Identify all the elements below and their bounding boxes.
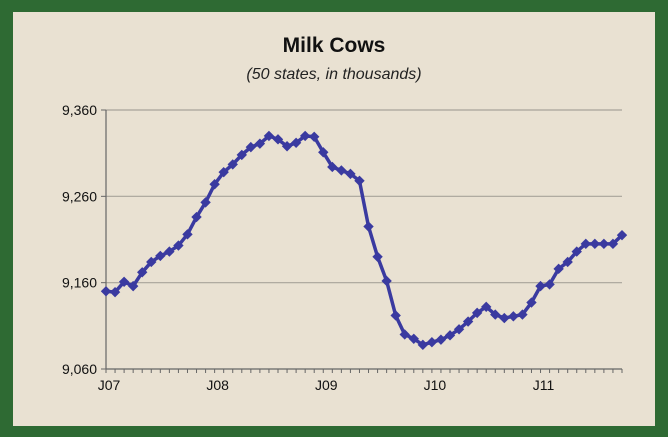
data-point bbox=[490, 309, 501, 320]
data-point bbox=[137, 267, 148, 278]
data-point bbox=[462, 316, 474, 327]
chart-subtitle: (50 states, in thousands) bbox=[246, 66, 422, 83]
y-tick-label: 9,160 bbox=[62, 275, 97, 291]
data-point bbox=[589, 238, 601, 250]
data-point bbox=[191, 211, 202, 223]
data-point bbox=[127, 280, 139, 292]
chart-panel: Milk Cows (50 states, in thousands) 9,06… bbox=[13, 12, 655, 426]
data-point bbox=[118, 276, 130, 288]
x-tick-label: J07 bbox=[98, 377, 121, 393]
y-tick-label: 9,360 bbox=[62, 102, 97, 118]
data-point bbox=[544, 279, 555, 290]
data-point bbox=[209, 179, 220, 190]
data-point bbox=[245, 141, 257, 153]
data-point bbox=[453, 324, 465, 335]
data-point bbox=[227, 159, 238, 170]
x-tick-label: J08 bbox=[206, 377, 229, 393]
data-point bbox=[200, 197, 211, 208]
data-point bbox=[318, 147, 329, 158]
data-point bbox=[109, 286, 121, 298]
data-point bbox=[562, 256, 573, 268]
data-point bbox=[481, 301, 492, 313]
data-point bbox=[218, 166, 229, 178]
data-point bbox=[499, 312, 510, 324]
data-point bbox=[155, 250, 166, 262]
data-point bbox=[164, 246, 175, 257]
data-point bbox=[100, 286, 112, 297]
data-point bbox=[553, 263, 564, 275]
chart-title: Milk Cows bbox=[282, 34, 386, 57]
data-point bbox=[381, 275, 392, 287]
data-point bbox=[345, 168, 356, 180]
data-point bbox=[354, 175, 365, 186]
data-point bbox=[517, 309, 528, 320]
data-point bbox=[236, 149, 247, 161]
data-point bbox=[309, 131, 320, 142]
data-point bbox=[281, 141, 293, 152]
x-tick-label: J10 bbox=[424, 377, 447, 393]
data-point bbox=[535, 280, 546, 292]
data-point bbox=[408, 333, 419, 344]
data-point bbox=[299, 130, 311, 142]
data-point bbox=[327, 161, 338, 173]
data-point bbox=[616, 229, 628, 241]
series-line bbox=[105, 134, 624, 347]
data-point bbox=[363, 221, 374, 232]
data-point bbox=[607, 238, 619, 250]
y-tick-label: 9,060 bbox=[62, 361, 97, 377]
data-point bbox=[571, 246, 582, 257]
data-point bbox=[471, 307, 483, 319]
data-point bbox=[417, 339, 429, 351]
data-point bbox=[173, 240, 184, 251]
data-point bbox=[146, 256, 157, 268]
x-tick-label: J11 bbox=[533, 377, 555, 393]
data-point bbox=[399, 329, 410, 340]
data-point bbox=[290, 137, 302, 149]
data-point bbox=[508, 311, 519, 322]
x-tick-label: J09 bbox=[315, 377, 338, 393]
data-point bbox=[182, 229, 193, 240]
data-point bbox=[263, 130, 275, 142]
y-tick-label: 9,260 bbox=[62, 188, 97, 204]
line-chart: 9,060 9,160 9,260 9,360 J07 J08 J09 J10 J11 bbox=[62, 102, 628, 393]
data-point bbox=[372, 251, 383, 262]
data-point bbox=[435, 334, 447, 345]
data-point bbox=[254, 138, 266, 149]
data-point bbox=[598, 238, 610, 250]
data-point bbox=[526, 297, 537, 308]
data-point bbox=[336, 165, 347, 176]
data-point bbox=[444, 330, 456, 341]
data-point bbox=[390, 310, 401, 321]
data-point bbox=[426, 337, 438, 348]
data-point bbox=[580, 238, 591, 250]
